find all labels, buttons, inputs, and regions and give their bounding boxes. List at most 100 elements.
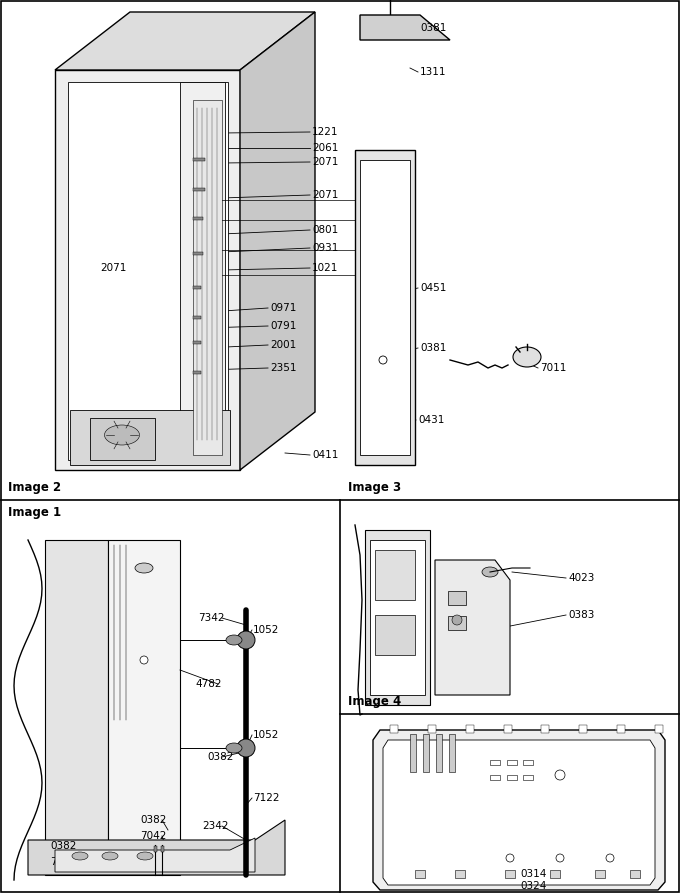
- Bar: [193, 158, 205, 161]
- Text: 4023: 4023: [568, 573, 594, 583]
- Polygon shape: [55, 838, 255, 872]
- Bar: [507, 760, 517, 765]
- Text: 2071: 2071: [100, 263, 126, 273]
- Bar: [490, 760, 500, 765]
- Text: 7022: 7022: [50, 857, 76, 867]
- Polygon shape: [108, 540, 180, 875]
- Text: Image 2: Image 2: [8, 481, 61, 494]
- Bar: [154, 846, 156, 852]
- Text: Image 4: Image 4: [348, 695, 401, 708]
- Bar: [455, 870, 465, 878]
- Text: 0382: 0382: [50, 841, 76, 851]
- Text: Image 3: Image 3: [348, 481, 401, 494]
- Bar: [193, 188, 205, 191]
- Polygon shape: [360, 160, 410, 455]
- Polygon shape: [55, 12, 315, 70]
- Bar: [541, 725, 549, 733]
- Ellipse shape: [482, 567, 498, 577]
- Polygon shape: [55, 70, 240, 470]
- Ellipse shape: [135, 563, 153, 573]
- Polygon shape: [435, 560, 510, 695]
- Bar: [579, 725, 588, 733]
- Polygon shape: [70, 410, 230, 465]
- Polygon shape: [383, 740, 655, 885]
- Text: 0382: 0382: [207, 752, 233, 762]
- Circle shape: [140, 656, 148, 664]
- Ellipse shape: [105, 425, 139, 445]
- Ellipse shape: [226, 635, 242, 645]
- Bar: [595, 870, 605, 878]
- Polygon shape: [373, 730, 665, 890]
- Text: 7342: 7342: [198, 613, 224, 623]
- Polygon shape: [90, 418, 155, 460]
- Bar: [504, 725, 511, 733]
- Bar: [550, 870, 560, 878]
- Text: 2342: 2342: [202, 821, 228, 831]
- Text: 0411: 0411: [312, 450, 339, 460]
- Text: 1311: 1311: [420, 67, 447, 77]
- Circle shape: [379, 356, 387, 364]
- Bar: [160, 846, 163, 852]
- Bar: [523, 760, 533, 765]
- Bar: [448, 591, 466, 605]
- Bar: [507, 775, 517, 780]
- Text: 4782: 4782: [195, 679, 222, 689]
- Text: 0324: 0324: [520, 881, 546, 891]
- Polygon shape: [28, 820, 285, 875]
- Bar: [630, 870, 640, 878]
- Bar: [428, 725, 436, 733]
- Bar: [193, 371, 201, 374]
- Bar: [423, 734, 429, 772]
- Bar: [375, 550, 415, 600]
- Text: 0381: 0381: [420, 343, 446, 353]
- Polygon shape: [360, 15, 450, 40]
- Polygon shape: [365, 530, 430, 705]
- Circle shape: [237, 739, 255, 757]
- Text: 0431: 0431: [418, 415, 444, 425]
- Bar: [193, 252, 203, 255]
- Ellipse shape: [513, 347, 541, 367]
- Polygon shape: [355, 150, 415, 465]
- Text: 0801: 0801: [312, 225, 338, 235]
- Text: Image 1: Image 1: [8, 506, 61, 519]
- Circle shape: [237, 631, 255, 649]
- Text: 1052: 1052: [253, 730, 279, 740]
- Circle shape: [506, 854, 514, 862]
- Circle shape: [555, 770, 565, 780]
- Text: 2001: 2001: [270, 340, 296, 350]
- Text: 2351: 2351: [270, 363, 296, 373]
- Polygon shape: [45, 540, 108, 875]
- Text: 1221: 1221: [312, 127, 339, 137]
- Text: 7042: 7042: [140, 831, 167, 841]
- Text: 1052: 1052: [253, 625, 279, 635]
- Text: 7011: 7011: [540, 363, 566, 373]
- Bar: [655, 725, 663, 733]
- Text: 0381: 0381: [420, 23, 446, 33]
- Text: 2061: 2061: [312, 143, 339, 153]
- Bar: [193, 341, 201, 344]
- Polygon shape: [240, 12, 315, 470]
- Text: 1021: 1021: [312, 263, 339, 273]
- Bar: [193, 316, 201, 319]
- Text: 0383: 0383: [568, 610, 594, 620]
- Bar: [490, 775, 500, 780]
- Text: 0451: 0451: [420, 283, 446, 293]
- Bar: [449, 734, 455, 772]
- Polygon shape: [68, 82, 228, 460]
- Text: 0314: 0314: [520, 869, 546, 879]
- Circle shape: [452, 615, 462, 625]
- Ellipse shape: [137, 852, 153, 860]
- Polygon shape: [193, 100, 222, 455]
- Ellipse shape: [226, 743, 242, 753]
- Bar: [193, 217, 203, 220]
- Bar: [375, 615, 415, 655]
- Text: 2071: 2071: [312, 190, 339, 200]
- Polygon shape: [370, 540, 425, 695]
- Ellipse shape: [102, 852, 118, 860]
- Text: 0791: 0791: [270, 321, 296, 331]
- Bar: [466, 725, 474, 733]
- Polygon shape: [180, 82, 225, 460]
- Circle shape: [606, 854, 614, 862]
- Text: 2071: 2071: [312, 157, 339, 167]
- Bar: [415, 870, 425, 878]
